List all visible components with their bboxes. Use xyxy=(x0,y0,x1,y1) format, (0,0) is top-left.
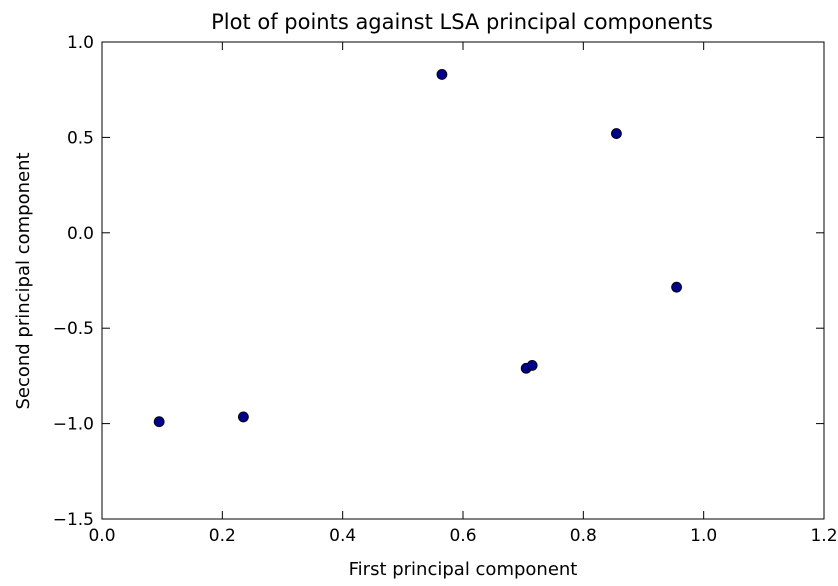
x-tick-label: 1.2 xyxy=(810,526,837,546)
y-tick-label: 0.0 xyxy=(67,224,94,244)
axis-ticks xyxy=(101,41,825,520)
data-point xyxy=(237,411,249,423)
y-tick-labels: 1.0 0.5 0.0 −0.5 −1.0 −1.5 xyxy=(53,33,94,530)
y-tick-label: −0.5 xyxy=(53,319,94,339)
data-point xyxy=(436,69,448,80)
data-point xyxy=(611,128,622,139)
y-tick-label: 0.5 xyxy=(67,128,94,148)
plot-area xyxy=(101,41,825,520)
y-tick-label: 1.0 xyxy=(67,33,94,53)
data-point xyxy=(671,281,682,293)
y-axis-label: Second principal component xyxy=(13,152,34,409)
x-axis-label: First principal component xyxy=(349,559,578,580)
x-tick-label: 0.0 xyxy=(88,526,115,546)
plot-frame xyxy=(101,41,825,520)
data-point xyxy=(526,360,538,371)
x-tick-label: 0.6 xyxy=(449,526,476,546)
x-tick-label: 0.8 xyxy=(570,526,597,546)
data-points xyxy=(153,69,682,428)
y-tick-label: −1.0 xyxy=(53,415,94,435)
data-point xyxy=(153,416,165,428)
x-tick-label: 0.2 xyxy=(209,526,236,546)
y-tick-label: −1.5 xyxy=(53,510,94,530)
x-tick-label: 0.4 xyxy=(329,526,356,546)
x-tick-label: 1.0 xyxy=(690,526,717,546)
chart-title: Plot of points against LSA principal com… xyxy=(211,10,713,34)
x-tick-labels: 0.0 0.2 0.4 0.6 0.8 1.0 1.2 xyxy=(88,526,837,546)
